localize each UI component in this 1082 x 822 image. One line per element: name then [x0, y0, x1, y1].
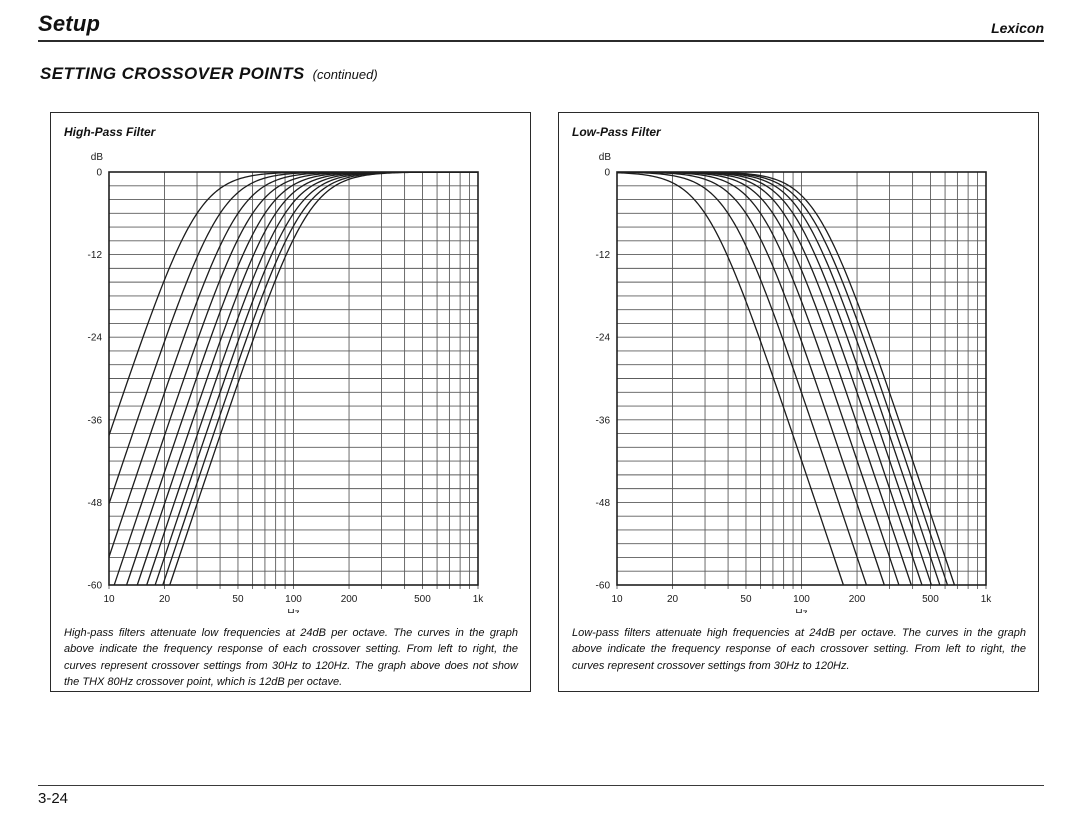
svg-text:100: 100 — [793, 594, 810, 605]
page-title: Setup — [38, 11, 101, 36]
svg-text:0: 0 — [96, 168, 102, 179]
section-title: SETTING CROSSOVER POINTS — [40, 64, 305, 83]
svg-text:-48: -48 — [88, 498, 103, 509]
figure-title: High-Pass Filter — [64, 125, 156, 139]
svg-text:-12: -12 — [596, 250, 611, 261]
figure-caption: Low-pass filters attenuate high frequenc… — [572, 627, 1026, 672]
svg-text:-48: -48 — [596, 498, 611, 509]
svg-text:1k: 1k — [981, 594, 993, 605]
page-header: Setup Lexicon — [38, 6, 1044, 42]
svg-text:Hz: Hz — [287, 608, 299, 613]
brand-label: Lexicon — [991, 20, 1044, 36]
svg-text:1k: 1k — [473, 594, 485, 605]
svg-text:-36: -36 — [596, 415, 611, 426]
figure-caption: High-pass filters attenuate low frequenc… — [64, 627, 518, 688]
svg-text:100: 100 — [285, 594, 302, 605]
svg-text:Hz: Hz — [795, 608, 807, 613]
svg-text:dB: dB — [599, 152, 612, 163]
figure-high-pass-filter: 0 -12 -24 -36 -48 -60 dB 10 20 50 100 200 500 1k Hz Hi… — [50, 112, 531, 692]
svg-text:-60: -60 — [88, 581, 103, 592]
svg-text:20: 20 — [667, 594, 679, 605]
svg-text:10: 10 — [611, 594, 623, 605]
svg-text:-24: -24 — [88, 333, 103, 344]
svg-text:500: 500 — [414, 594, 431, 605]
svg-text:50: 50 — [740, 594, 752, 605]
figure-low-pass-filter: 0 -12 -24 -36 -48 -60 dB 10 20 50 100 200 500 1k Hz Lo… — [558, 112, 1039, 692]
high-pass-filter-chart: 0 -12 -24 -36 -48 -60 dB 10 20 50 100 200 500 1k Hz — [88, 152, 485, 613]
svg-text:dB: dB — [91, 152, 104, 163]
svg-text:50: 50 — [232, 594, 244, 605]
svg-text:20: 20 — [159, 594, 171, 605]
svg-text:500: 500 — [922, 594, 939, 605]
svg-text:-36: -36 — [88, 415, 103, 426]
svg-text:10: 10 — [103, 594, 115, 605]
page-number: 3-24 — [38, 790, 69, 807]
svg-text:200: 200 — [341, 594, 358, 605]
svg-text:0: 0 — [604, 168, 610, 179]
svg-text:-60: -60 — [596, 581, 611, 592]
svg-text:-12: -12 — [88, 250, 103, 261]
section-heading: SETTING CROSSOVER POINTS (continued) — [40, 64, 378, 84]
low-pass-filter-chart: 0 -12 -24 -36 -48 -60 dB 10 20 50 100 200 500 1k Hz — [596, 152, 993, 613]
svg-text:200: 200 — [849, 594, 866, 605]
section-continued-label: (continued) — [312, 67, 378, 82]
figure-title: Low-Pass Filter — [572, 125, 661, 139]
svg-text:-24: -24 — [596, 333, 611, 344]
footer-rule — [38, 785, 1044, 786]
